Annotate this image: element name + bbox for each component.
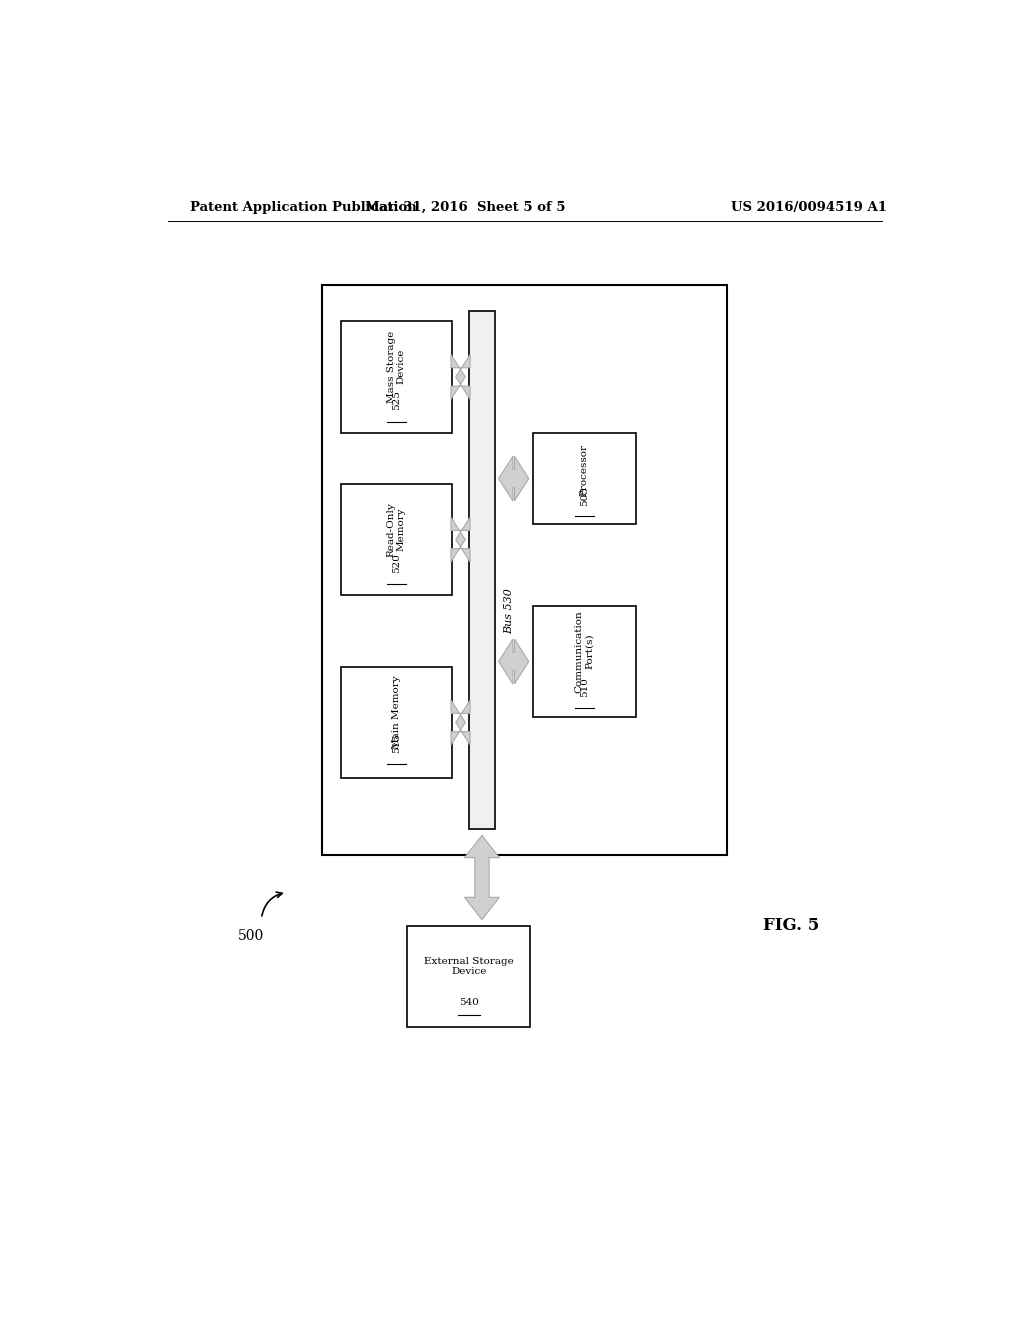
Text: 500: 500 <box>238 929 264 942</box>
Text: Processor: Processor <box>580 445 589 496</box>
Polygon shape <box>499 639 528 684</box>
Text: 510: 510 <box>580 677 589 697</box>
Text: Main Memory: Main Memory <box>392 676 400 750</box>
Text: Patent Application Publication: Patent Application Publication <box>189 201 417 214</box>
Polygon shape <box>465 836 500 920</box>
Text: Read-Only
Memory: Read-Only Memory <box>386 502 406 557</box>
Bar <box>532 606 636 718</box>
Text: External Storage
Device: External Storage Device <box>424 957 514 975</box>
Bar <box>408 925 530 1027</box>
Bar <box>341 667 452 779</box>
Text: 520: 520 <box>392 553 400 573</box>
Polygon shape <box>451 355 470 399</box>
Text: 525: 525 <box>392 391 400 411</box>
Polygon shape <box>451 700 470 744</box>
Bar <box>341 483 452 595</box>
Bar <box>323 285 727 854</box>
Text: Mass Storage
Device: Mass Storage Device <box>386 330 406 403</box>
Polygon shape <box>499 457 528 500</box>
FancyArrowPatch shape <box>262 892 283 916</box>
Text: Communication
Port(s): Communication Port(s) <box>574 610 594 693</box>
Bar <box>469 312 495 829</box>
Polygon shape <box>451 517 470 562</box>
Text: Bus 530: Bus 530 <box>504 589 514 635</box>
Text: FIG. 5: FIG. 5 <box>763 917 819 935</box>
Text: 505: 505 <box>580 486 589 506</box>
Text: 540: 540 <box>459 998 479 1007</box>
Text: 515: 515 <box>392 733 400 752</box>
Text: US 2016/0094519 A1: US 2016/0094519 A1 <box>731 201 887 214</box>
Bar <box>532 433 636 524</box>
Text: Mar. 31, 2016  Sheet 5 of 5: Mar. 31, 2016 Sheet 5 of 5 <box>365 201 565 214</box>
Bar <box>341 321 452 433</box>
